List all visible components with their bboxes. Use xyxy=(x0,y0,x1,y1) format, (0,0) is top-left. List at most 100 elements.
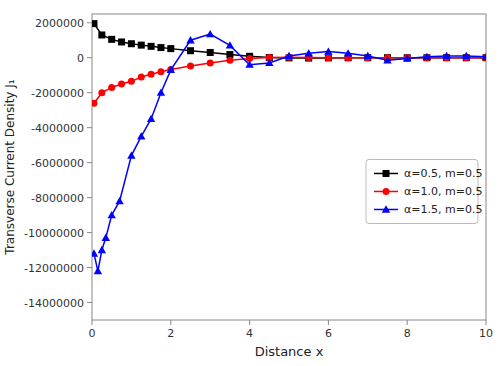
marker xyxy=(462,52,470,59)
y-tick-label: -10000000 xyxy=(24,227,84,240)
series xyxy=(92,20,486,61)
marker xyxy=(98,89,105,96)
marker xyxy=(147,115,155,122)
legend-marker xyxy=(383,170,390,177)
y-tick-label: -2000000 xyxy=(31,87,84,100)
axes: 0 2 4 6 8 10 2000000 0 -2000000 -4000000 -6000000 -… xyxy=(24,17,493,340)
marker xyxy=(108,211,116,218)
marker xyxy=(118,38,125,45)
x-tick-label: 4 xyxy=(246,327,253,340)
plot-frame xyxy=(92,14,486,320)
y-tick-label: 2000000 xyxy=(35,17,84,30)
y-tick xyxy=(87,127,92,128)
y-tick xyxy=(87,57,92,58)
y-tick xyxy=(87,22,92,23)
y-tick xyxy=(87,267,92,268)
marker xyxy=(157,44,164,51)
marker xyxy=(167,45,174,52)
marker xyxy=(138,42,145,49)
marker xyxy=(285,52,293,59)
marker xyxy=(207,59,214,66)
marker xyxy=(423,53,431,60)
marker xyxy=(344,49,352,56)
x-tick-label: 2 xyxy=(167,327,174,340)
x-tick xyxy=(486,320,487,325)
marker xyxy=(94,267,102,274)
marker xyxy=(226,41,234,48)
y-tick-label: 0 xyxy=(77,52,84,65)
marker xyxy=(148,71,155,78)
marker xyxy=(127,151,135,158)
marker xyxy=(187,63,194,70)
marker xyxy=(128,78,135,85)
marker xyxy=(226,57,233,64)
x-tick xyxy=(249,320,250,325)
legend-label: α=1.0, m=0.5 xyxy=(404,185,482,198)
y-tick xyxy=(87,162,92,163)
marker xyxy=(403,54,411,61)
marker xyxy=(187,47,194,54)
y-tick-label: -4000000 xyxy=(31,122,84,135)
marker xyxy=(325,54,332,61)
marker xyxy=(108,84,115,91)
series xyxy=(92,54,486,107)
x-tick-label: 0 xyxy=(89,327,96,340)
marker xyxy=(207,49,214,56)
legend-label: α=1.5, m=0.5 xyxy=(404,203,482,216)
marker xyxy=(305,49,313,56)
marker xyxy=(265,59,273,66)
y-axis-label: Transverse Current Density J₁ xyxy=(3,79,17,255)
marker xyxy=(167,66,175,73)
plot-data xyxy=(92,20,486,274)
marker xyxy=(325,54,332,61)
marker xyxy=(138,73,145,80)
marker xyxy=(102,234,110,241)
marker xyxy=(92,249,98,256)
line xyxy=(94,34,486,271)
y-tick xyxy=(87,232,92,233)
marker xyxy=(92,20,97,27)
marker xyxy=(482,53,486,60)
marker xyxy=(324,47,332,54)
legend: α=0.5, m=0.5 α=1.0, m=0.5 α=1.5, m=0.5 xyxy=(366,159,482,223)
series xyxy=(92,30,486,274)
legend-label: α=0.5, m=0.5 xyxy=(404,167,482,180)
marker xyxy=(245,61,253,68)
x-tick-label: 6 xyxy=(325,327,332,340)
y-tick-label: -14000000 xyxy=(24,297,84,310)
marker xyxy=(148,43,155,50)
legend-marker xyxy=(383,188,390,195)
marker xyxy=(98,31,105,38)
y-tick-label: -12000000 xyxy=(24,262,84,275)
y-tick-label: -6000000 xyxy=(31,157,84,170)
x-tick xyxy=(92,320,93,325)
marker xyxy=(186,36,194,43)
marker xyxy=(157,68,164,75)
marker xyxy=(92,100,97,107)
x-tick-label: 10 xyxy=(479,327,493,340)
y-tick-label: -8000000 xyxy=(31,192,84,205)
chart: 0 2 4 6 8 10 2000000 0 -2000000 -4000000 -6000000 -… xyxy=(0,0,500,366)
marker xyxy=(442,52,450,59)
y-tick xyxy=(87,197,92,198)
marker xyxy=(118,80,125,87)
y-tick xyxy=(87,302,92,303)
x-tick xyxy=(328,320,329,325)
marker xyxy=(128,40,135,47)
marker xyxy=(157,88,165,95)
x-tick xyxy=(170,320,171,325)
marker xyxy=(206,30,214,37)
x-axis-label: Distance x xyxy=(255,344,324,359)
legend-marker xyxy=(382,205,390,212)
x-tick-label: 8 xyxy=(404,327,411,340)
marker xyxy=(98,246,106,253)
x-tick xyxy=(407,320,408,325)
marker xyxy=(137,132,145,139)
line xyxy=(94,57,486,103)
marker xyxy=(115,197,123,204)
y-tick xyxy=(87,92,92,93)
marker xyxy=(383,56,391,63)
marker xyxy=(108,36,115,43)
line xyxy=(94,24,486,58)
marker xyxy=(364,52,372,59)
